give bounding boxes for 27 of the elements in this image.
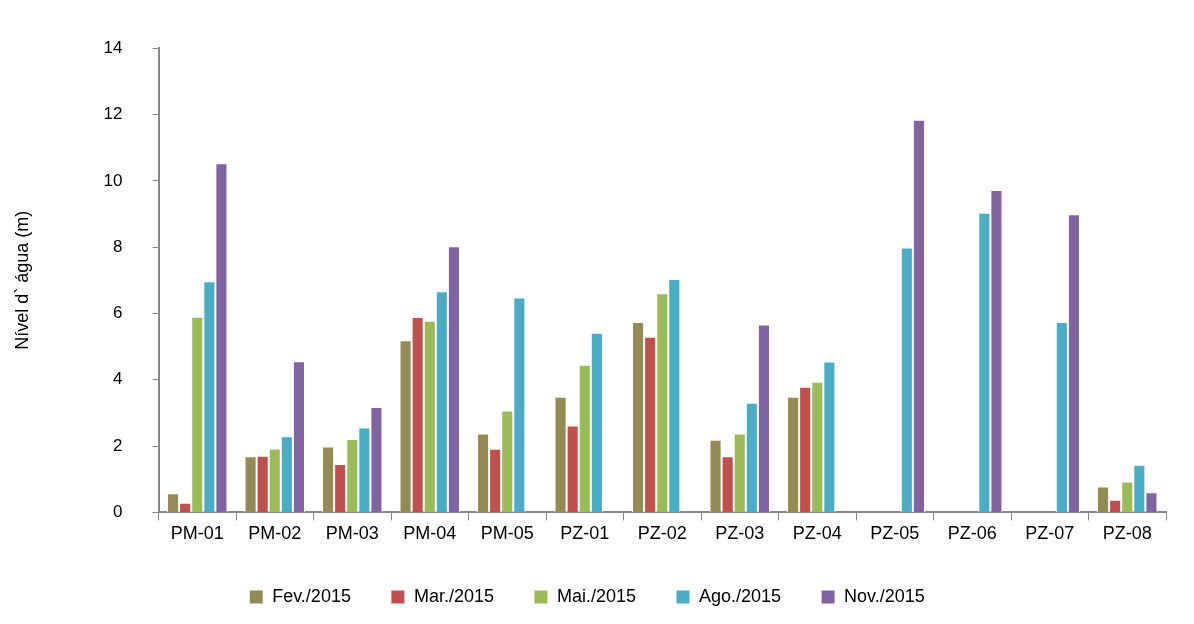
y-tick-label: 6 — [113, 303, 123, 323]
x-tick-label: PZ-08 — [1102, 523, 1152, 544]
legend-label: Mar./2015 — [413, 585, 494, 606]
x-tick-label: PZ-05 — [870, 523, 920, 544]
x-tick-label: PZ-02 — [637, 523, 687, 544]
x-tick-label: PZ-04 — [792, 523, 842, 544]
x-tick-label: PM-04 — [403, 523, 457, 544]
x-tick-label: PM-02 — [248, 523, 302, 544]
legend-label: Ago./2015 — [699, 585, 782, 606]
x-tick-label: PM-01 — [170, 523, 224, 544]
y-tick-label: 0 — [113, 502, 123, 522]
x-tick-label: PM-05 — [480, 523, 534, 544]
y-axis-title: Nível d` água (m) — [11, 210, 32, 350]
y-tick-label: 2 — [113, 435, 123, 455]
legend-label: Mai./2015 — [556, 585, 637, 606]
y-tick-label: 4 — [113, 369, 123, 389]
y-tick-label: 14 — [103, 37, 123, 57]
y-tick-label: 8 — [113, 236, 123, 256]
y-tick-label: 12 — [103, 104, 123, 124]
legend-label: Fev./2015 — [272, 585, 351, 606]
x-tick-label: PZ-03 — [715, 523, 765, 544]
x-tick-label: PZ-01 — [560, 523, 610, 544]
legend-label: Nov./2015 — [844, 585, 925, 606]
x-tick-label: PZ-07 — [1025, 523, 1075, 544]
y-tick-label: 10 — [103, 170, 123, 190]
x-tick-label: PZ-06 — [947, 523, 997, 544]
x-tick-label: PM-03 — [325, 523, 379, 544]
